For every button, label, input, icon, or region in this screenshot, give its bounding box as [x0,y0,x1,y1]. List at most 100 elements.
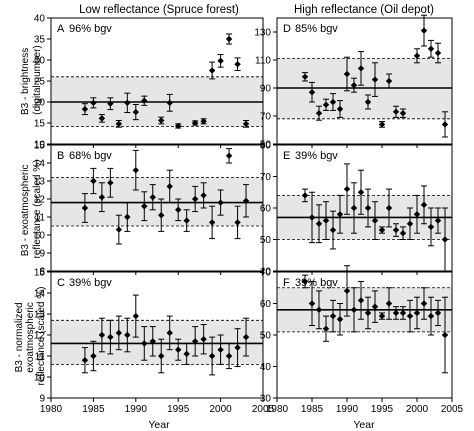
panel-B-point [225,148,233,164]
panel-F-point [434,299,442,327]
panel-C-point [149,326,156,357]
panel-F-ytick-label: 60 [260,299,272,310]
panel-E-point [357,169,365,215]
data-point-marker [158,352,165,360]
panel-B-point [132,149,139,191]
data-point-marker [329,312,337,320]
panel-F-xtick-label: 2000 [406,404,429,415]
panel-C-point [234,328,241,367]
panel-E-point [336,194,344,234]
panel-E: 40 50 60 70 80 E 39% bgv [260,141,453,278]
panel-E-ytick-label: 60 [260,204,272,215]
data-point-marker [149,194,156,201]
data-point-marker [378,312,386,320]
data-point-marker [315,110,323,117]
data-point-marker [115,226,123,233]
panel-D-point [308,81,316,103]
panel-D-point [392,105,400,118]
data-point-marker [329,98,337,106]
data-point-marker [399,110,407,117]
panel-B-ytick-label: 8 [39,267,45,278]
panel-A-ytick-label: 35 [34,35,46,46]
data-point-marker [98,115,106,122]
panel-C-ytick-label: 15 [34,268,46,279]
panel-C-point [81,347,89,374]
panel-F-point [329,299,337,333]
panel-B-label: B [57,150,64,162]
panel-F-point [357,280,365,320]
data-point-marker [343,287,351,295]
data-point-marker [183,217,190,224]
data-point-marker [343,70,351,78]
data-point-marker [371,303,379,310]
data-point-marker [208,67,216,74]
data-point-marker [217,199,224,206]
data-point-marker [81,357,89,364]
data-point-marker [406,312,414,320]
panel-C-ytick-label: 12 [34,331,46,342]
data-point-marker [166,329,173,337]
data-point-marker [350,82,358,89]
panel-D-point [322,98,330,111]
panel-F-xtick-label: 1985 [301,404,324,415]
panel-E-ytick-label: 80 [260,141,272,152]
data-point-marker [392,108,400,115]
panel-E-point [364,188,372,228]
data-point-marker [124,99,131,107]
panel-F-point [364,296,372,330]
panel-C-xtick-label: 1985 [82,404,105,415]
panel-A-point [90,97,97,109]
panel-B-point [183,209,190,232]
panel-C-ytick-label: 9 [39,394,45,405]
data-point-marker [183,350,190,358]
panel-F-point [336,303,344,336]
data-point-marker [107,100,114,107]
data-point-marker [234,344,241,351]
data-point-marker [301,192,309,199]
panel-A-point [81,103,89,116]
panel-B-point [234,205,241,240]
row-title-brightness: B3 - brightness (digital number) [20,45,43,115]
data-point-marker [107,333,114,341]
panel-E-annotation: 39% bgv [295,150,338,162]
data-point-marker [191,119,199,127]
panel-D-point [378,121,386,128]
panel-F-ytick-label: 40 [260,362,272,373]
panel-A-point [141,95,148,106]
data-point-marker [242,333,250,341]
panel-F-point [371,290,379,323]
panel-A-point [132,104,139,121]
panel-A-point [166,93,173,112]
panel-F-point [399,306,407,320]
panel-E-point [378,226,386,234]
panel-D-ytick-label: 50 [260,140,272,151]
data-point-marker [420,201,428,209]
panel-B-point [81,193,89,223]
panel-B-point [175,198,182,222]
panel-D: 50 70 90 110 130 D 85% bgv [254,14,453,151]
panel-C-point [208,336,216,376]
data-point-marker [217,346,224,353]
panel-C-xtick-label: 2000 [209,404,232,415]
panel-D-point [343,56,351,92]
panel-C-point [115,315,123,351]
data-point-marker [357,189,365,196]
data-point-marker [420,300,428,307]
panel-A-annotation: 96% bgv [69,23,112,35]
panel-C-xtick-label: 1995 [167,404,190,415]
data-point-marker [234,219,241,226]
panel-B-point [242,184,250,218]
panel-A-point [175,122,182,130]
data-point-marker [392,309,400,317]
data-point-marker [371,217,379,224]
data-point-marker [301,73,309,80]
data-point-marker [399,309,407,317]
data-point-marker [225,352,233,360]
data-point-marker [385,77,393,85]
panel-E-point [427,207,435,247]
panel-F-point [413,296,421,330]
data-point-marker [336,211,344,218]
data-point-marker [166,99,173,107]
panel-F-annotation: 39% bgv [295,277,338,289]
